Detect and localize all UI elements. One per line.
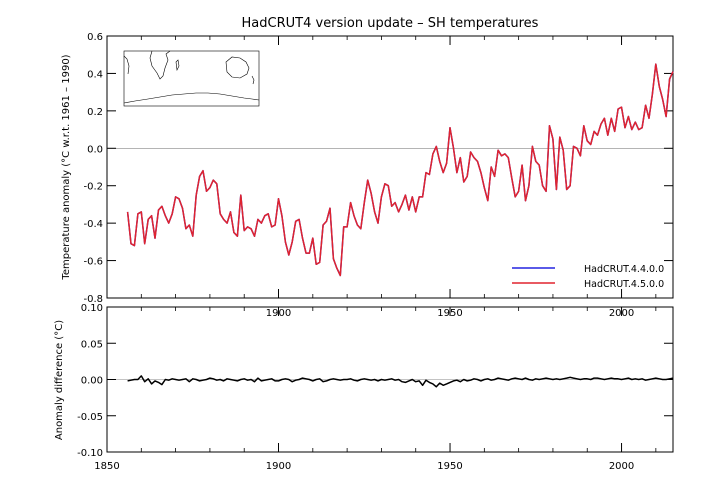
temperature-y-tick-label: 0.4 xyxy=(87,69,103,80)
antarctica-coastline xyxy=(123,92,260,104)
africa-tip-coastline xyxy=(149,50,171,80)
difference-x-tick-label: 1900 xyxy=(266,461,291,472)
temperature-y-tick-label: -0.8 xyxy=(83,294,103,305)
temperature-y-tick-label: -0.2 xyxy=(83,182,103,193)
difference-series xyxy=(127,375,674,388)
difference-x-tick-label: 1950 xyxy=(437,461,462,472)
temperature-series xyxy=(126,63,674,277)
temperature-y-axis-label: Temperature anomaly (°C w.r.t. 1961 – 19… xyxy=(61,54,72,280)
chart-title: HadCRUT4 version update – SH temperature… xyxy=(242,16,539,31)
south-america-tip-coastline xyxy=(123,55,130,75)
temperature-y-tick-label: 0.2 xyxy=(87,107,103,118)
southern-hemisphere-map-inset xyxy=(123,50,260,107)
temperature-y-tick-label: 0.0 xyxy=(87,144,103,155)
temperature-y-tick-label: -0.6 xyxy=(83,257,103,268)
temperature-y-tick-label: -0.4 xyxy=(83,219,103,230)
difference-panel: -0.10 -0.05 0.00 0.05 0.10 1850 1900 1950 2000 A… xyxy=(54,303,674,472)
difference-y-tick-label: -0.05 xyxy=(77,412,103,423)
difference-x-tick-label: 1850 xyxy=(94,461,119,472)
difference-y-tick-label: 0.10 xyxy=(81,303,103,314)
madagascar-coastline xyxy=(175,59,180,72)
legend-label-hadcrut-4-4: HadCRUT.4.4.0.0 xyxy=(584,264,664,275)
temperature-series-hadcrut-4-5-0-0 xyxy=(126,63,674,277)
legend-label-hadcrut-4-5: HadCRUT.4.5.0.0 xyxy=(584,279,664,290)
new-zealand-coastline xyxy=(251,75,255,85)
legend: HadCRUT.4.4.0.0 HadCRUT.4.5.0.0 xyxy=(512,264,664,290)
temperature-plot-frame xyxy=(106,35,674,299)
difference-y-tick-label: 0.00 xyxy=(81,376,103,387)
australia-coastline xyxy=(225,56,250,79)
difference-y-tick-label: -0.10 xyxy=(77,448,103,459)
difference-y-axis-label: Anomaly difference (°C) xyxy=(54,320,65,440)
difference-axes: -0.10 -0.05 0.00 0.05 0.10 1850 1900 1950 2000 xyxy=(77,303,673,472)
inset-map-frame xyxy=(123,50,260,107)
difference-y-tick-label: 0.05 xyxy=(81,339,103,350)
difference-x-tick-label: 2000 xyxy=(609,461,634,472)
difference-series-line xyxy=(127,375,674,388)
temperature-y-tick-label: 0.6 xyxy=(87,32,103,43)
